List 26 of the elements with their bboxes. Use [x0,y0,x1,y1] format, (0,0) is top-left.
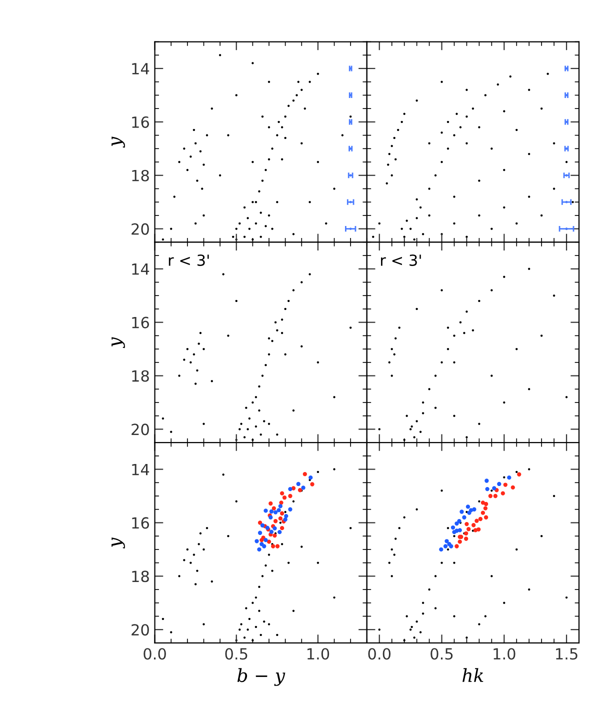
y-tick-label: 18 [132,570,149,582]
y-tick-label: 20 [132,424,149,436]
annotation: r < 3' [168,254,209,266]
annotation: r < 3' [381,254,421,266]
x-axis-title: hk [462,668,484,682]
y-tick-label: 16 [132,316,149,328]
y-tick-label: 18 [132,170,149,182]
y-axis-title: y [112,537,125,549]
y-tick-label: 14 [132,264,150,275]
y-tick-label: 20 [132,223,149,235]
x-tick-label: 1.0 [307,648,330,660]
x-axis-title: b − y [237,668,286,686]
y-axis-title: y [112,337,125,348]
x-tick-label: 1.5 [556,648,578,660]
y-tick-label: 20 [132,624,149,636]
x-tick-label: 0.0 [144,648,166,660]
y-tick-label: 14 [132,63,150,74]
y-tick-label: 18 [132,370,149,382]
y-tick-label: 16 [132,517,149,529]
y-axis-title: y [112,136,125,148]
y-tick-label: 14 [132,464,150,476]
x-tick-label: 0.5 [430,648,453,660]
x-tick-label: 1.0 [494,648,516,660]
x-tick-label: 0.5 [225,648,248,660]
y-tick-label: 16 [132,116,149,128]
x-tick-label: 0.0 [368,648,391,660]
